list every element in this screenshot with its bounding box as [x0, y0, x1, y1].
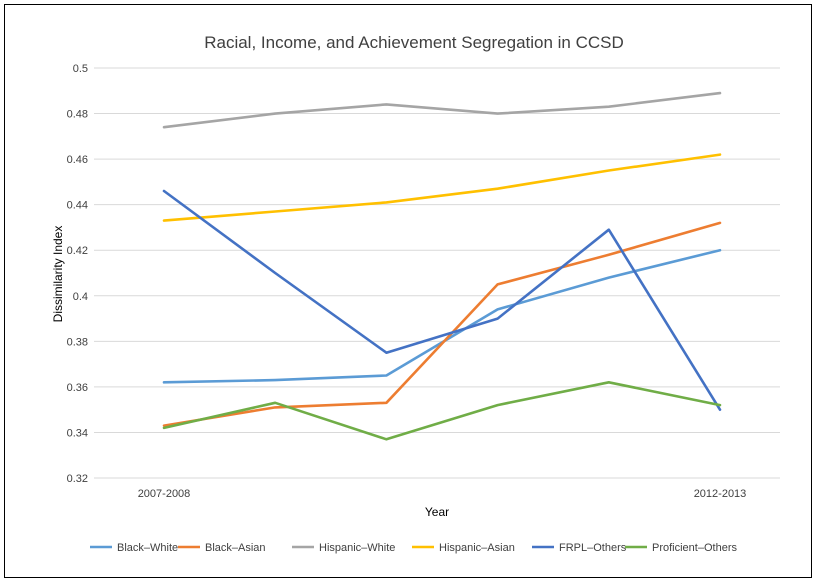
x-tick-label: 2012-2013 — [694, 488, 747, 500]
legend-label: Black–Asian — [205, 542, 266, 554]
grid-lines — [94, 67, 780, 479]
legend-item: FRPL–Others — [532, 542, 627, 554]
y-tick-label: 0.34 — [67, 427, 88, 439]
y-tick-label: 0.36 — [67, 382, 88, 394]
x-tick-label: 2007-2008 — [138, 488, 191, 500]
legend-label: Black–White — [117, 542, 178, 554]
y-tick-label: 0.38 — [67, 336, 88, 348]
legend-item: Black–White — [90, 542, 178, 554]
y-axis-label: Dissimilarity Index — [51, 226, 65, 323]
y-tick-label: 0.5 — [73, 63, 88, 75]
series-line-1 — [162, 221, 722, 427]
legend-label: Proficient–Others — [652, 542, 737, 554]
y-tick-label: 0.42 — [67, 245, 88, 257]
y-tick-label: 0.32 — [67, 473, 88, 485]
series-line-5 — [162, 380, 722, 441]
series-line-4 — [162, 189, 722, 412]
legend-item: Hispanic–White — [292, 542, 395, 554]
series-line-0 — [162, 248, 722, 384]
legend-label: Hispanic–Asian — [439, 542, 515, 554]
x-axis-label: Year — [425, 505, 449, 519]
y-tick-label: 0.44 — [67, 200, 88, 212]
legend: Black–White Black–Asian Hispanic–White Hisp… — [90, 542, 737, 554]
series-line-3 — [162, 153, 722, 222]
legend-item: Proficient–Others — [625, 542, 737, 554]
chart-frame — [4, 4, 812, 578]
legend-label: FRPL–Others — [559, 542, 627, 554]
series-line-2 — [162, 91, 722, 129]
legend-item: Hispanic–Asian — [412, 542, 515, 554]
x-tick-labels: 2007-2008 2012-2013 — [138, 488, 747, 500]
legend-item: Black–Asian — [178, 542, 266, 554]
legend-label: Hispanic–White — [319, 542, 395, 554]
y-tick-labels: 0.32 0.34 0.36 0.38 0.4 0.42 0.44 0.46 0.48 0.5 — [67, 63, 88, 485]
series-lines — [162, 91, 722, 441]
y-tick-label: 0.4 — [73, 291, 88, 303]
y-tick-label: 0.48 — [67, 109, 88, 121]
chart-title: Racial, Income, and Achievement Segregat… — [204, 33, 624, 52]
y-tick-label: 0.46 — [67, 154, 88, 166]
